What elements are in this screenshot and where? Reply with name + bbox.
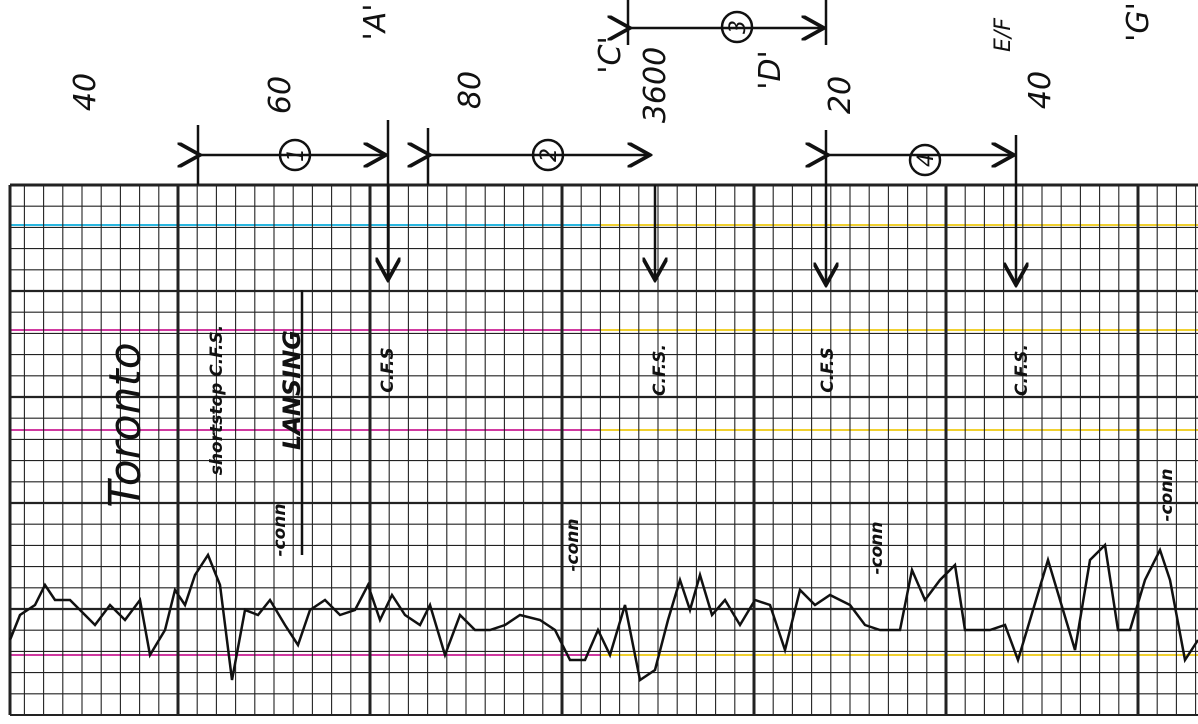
segment-number: 2 [537, 148, 562, 162]
point-letter: 'D' [753, 50, 788, 90]
annotation: C.F.S. [1012, 344, 1032, 396]
circle [278, 138, 312, 172]
segment-number: 4 [914, 153, 939, 167]
annotation: Toronto [100, 342, 151, 507]
circle [531, 138, 565, 172]
annotation: -conn [270, 503, 290, 556]
point-letter: E/F [991, 18, 1016, 52]
scale-label: 40 [1023, 71, 1058, 109]
circle [720, 10, 754, 44]
segment-number: 1 [284, 148, 309, 162]
annotation: shortstop C.F.S. [207, 325, 227, 475]
point-letter: 'G' [1121, 2, 1156, 42]
point-letter: 'A' [358, 3, 393, 40]
annotation: -conn [1157, 468, 1177, 521]
annotation: C.F.S [818, 347, 838, 393]
scale-label: 40 [68, 73, 103, 111]
labels: 40 60 80 3600 20 40 'A' 'C' 'D' E/F 'G' … [68, 2, 1177, 574]
annotation: C.F.S. [650, 344, 670, 396]
trace [8, 542, 1198, 683]
point-letter: 'C' [593, 36, 628, 73]
annotation: C.F.S [378, 347, 398, 393]
scale-label: 20 [823, 76, 858, 114]
circle [908, 143, 942, 177]
scale-label: 80 [453, 71, 488, 109]
segment-number: 3 [726, 20, 751, 34]
annotation: -conn [867, 521, 887, 574]
dimension-lines [198, 0, 1016, 555]
grid [8, 183, 1198, 716]
annotation: -conn [563, 518, 583, 571]
scale-label: 60 [263, 76, 298, 114]
annotation: LANSING [278, 330, 306, 450]
scale-label: 3600 [638, 47, 673, 123]
